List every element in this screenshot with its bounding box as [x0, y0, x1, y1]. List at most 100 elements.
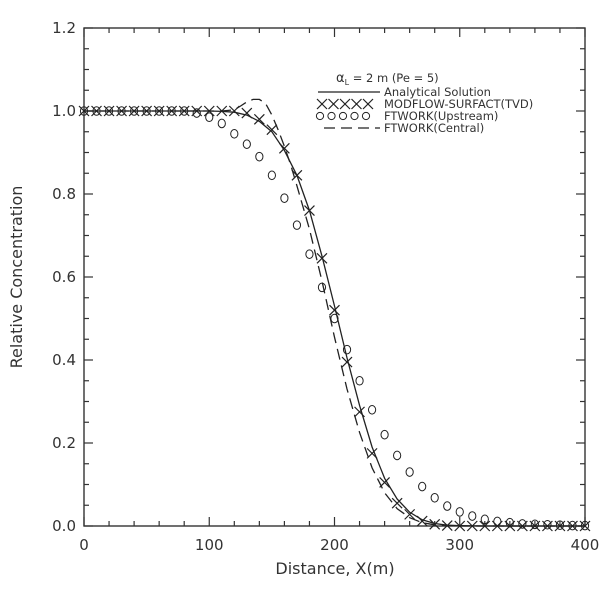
x-marker-stroke [354, 406, 365, 418]
circle-marker-point [280, 193, 289, 203]
x-marker-stroke [362, 98, 374, 110]
legend-label: MODFLOW-SURFACT(TVD) [384, 97, 533, 111]
x-axis-title: Distance, X(m) [275, 559, 394, 578]
x-marker-stroke [141, 105, 153, 117]
x-marker-point [304, 205, 315, 217]
legend-sample-circle [338, 111, 348, 121]
legend-header-symbol: α [336, 71, 345, 86]
axis-ticks: 0 100 200 300 400 0.0 0.2 0.4 0.6 0.8 1.0 1.2 [52, 19, 599, 554]
x-marker-point [404, 508, 416, 520]
x-marker-point [128, 105, 140, 117]
y-tick-label: 0.4 [52, 351, 76, 369]
circle-marker-point [267, 170, 276, 181]
legend-entry: FTWORK(Upstream) [315, 109, 498, 123]
x-marker-stroke [266, 124, 278, 136]
circle-marker-point [342, 344, 352, 355]
y-tick-label: 1.2 [52, 19, 76, 37]
x-marker-stroke [567, 520, 578, 532]
legend-sample-circle [350, 111, 359, 121]
circle-marker-point [305, 249, 314, 259]
x-marker-point [316, 252, 328, 264]
x-tick-label: 100 [195, 536, 224, 554]
circle-marker-point [393, 450, 402, 461]
x-marker-point [91, 105, 102, 117]
circle-marker-point [543, 519, 552, 530]
legend-entry: MODFLOW-SURFACT(TVD) [316, 97, 533, 111]
y-axis-title: Relative Concentration [7, 186, 26, 369]
legend-sample-circle [315, 111, 325, 121]
x-marker-stroke [416, 515, 428, 527]
x-marker-stroke [466, 520, 478, 532]
circle-marker-point [468, 511, 477, 521]
x-marker-stroke [316, 98, 328, 110]
circle-marker-point [505, 517, 514, 528]
legend-label: Analytical Solution [384, 85, 491, 99]
x-marker-point [391, 497, 403, 509]
x-marker-stroke [339, 98, 351, 110]
circle-marker-point [418, 481, 427, 492]
x-tick-label: 400 [571, 536, 600, 554]
x-marker-stroke [291, 169, 303, 181]
series-circle-marker [79, 106, 590, 531]
circle-marker-point [230, 129, 239, 139]
circle-marker-point [255, 151, 264, 162]
legend-sample-x [362, 98, 374, 110]
x-marker-stroke [128, 105, 140, 117]
x-marker-point [354, 406, 365, 418]
x-marker-point [291, 169, 303, 181]
y-tick-label: 0.8 [52, 185, 76, 203]
circle-marker-point [405, 467, 414, 477]
x-tick-label: 0 [79, 536, 89, 554]
x-marker-point [253, 113, 265, 125]
series-solid [84, 110, 585, 527]
series-line-solid [84, 110, 585, 527]
legend-header-subscript: L [345, 78, 350, 87]
x-marker-stroke [391, 497, 403, 509]
legend-sample-circle [327, 111, 336, 121]
x-marker-stroke [316, 252, 328, 264]
circle-marker-point [430, 492, 439, 503]
x-marker-stroke [278, 142, 290, 154]
circle-marker-point [292, 220, 302, 230]
x-marker-stroke [178, 105, 190, 117]
series-line-dashed [84, 98, 585, 527]
x-marker-stroke [253, 113, 265, 125]
circle-marker-point [530, 519, 540, 530]
x-marker-stroke [404, 508, 416, 520]
y-tick-label: 0.6 [52, 268, 76, 286]
x-marker-stroke [351, 98, 362, 110]
x-marker-stroke [241, 107, 253, 119]
legend-sample-x [328, 98, 339, 110]
x-marker-point [329, 304, 340, 316]
x-marker-stroke [91, 105, 102, 117]
x-tick-label: 300 [445, 536, 474, 554]
x-marker-point [278, 142, 290, 154]
series-dashed [84, 98, 585, 527]
legend-sample-x [316, 98, 328, 110]
y-tick-label: 0.0 [52, 517, 76, 535]
x-marker-stroke [341, 356, 353, 368]
circle-marker-point [217, 118, 226, 129]
y-tick-label: 1.0 [52, 102, 76, 120]
circle-marker-point [443, 501, 452, 511]
circle-marker-point [367, 405, 377, 415]
circle-marker-point [380, 429, 389, 440]
legend-entry: Analytical Solution [318, 85, 491, 99]
y-tick-label: 0.2 [52, 434, 76, 452]
x-marker-stroke [304, 205, 315, 217]
x-marker-stroke [329, 304, 340, 316]
legend-sample-circle [361, 111, 371, 121]
x-marker-point [241, 107, 253, 119]
circle-marker-point [192, 108, 201, 118]
legend-label: FTWORK(Central) [384, 121, 484, 135]
legend-sample-x [351, 98, 362, 110]
x-marker-point [178, 105, 190, 117]
x-marker-point [341, 356, 353, 368]
legend: αL = 2 m (Pe = 5) Analytical SolutionMOD… [315, 71, 533, 135]
x-marker-point [266, 124, 278, 136]
circle-marker-point [480, 514, 489, 525]
legend-sample-x [339, 98, 351, 110]
x-marker-point [416, 515, 428, 527]
x-marker-point [141, 105, 153, 117]
